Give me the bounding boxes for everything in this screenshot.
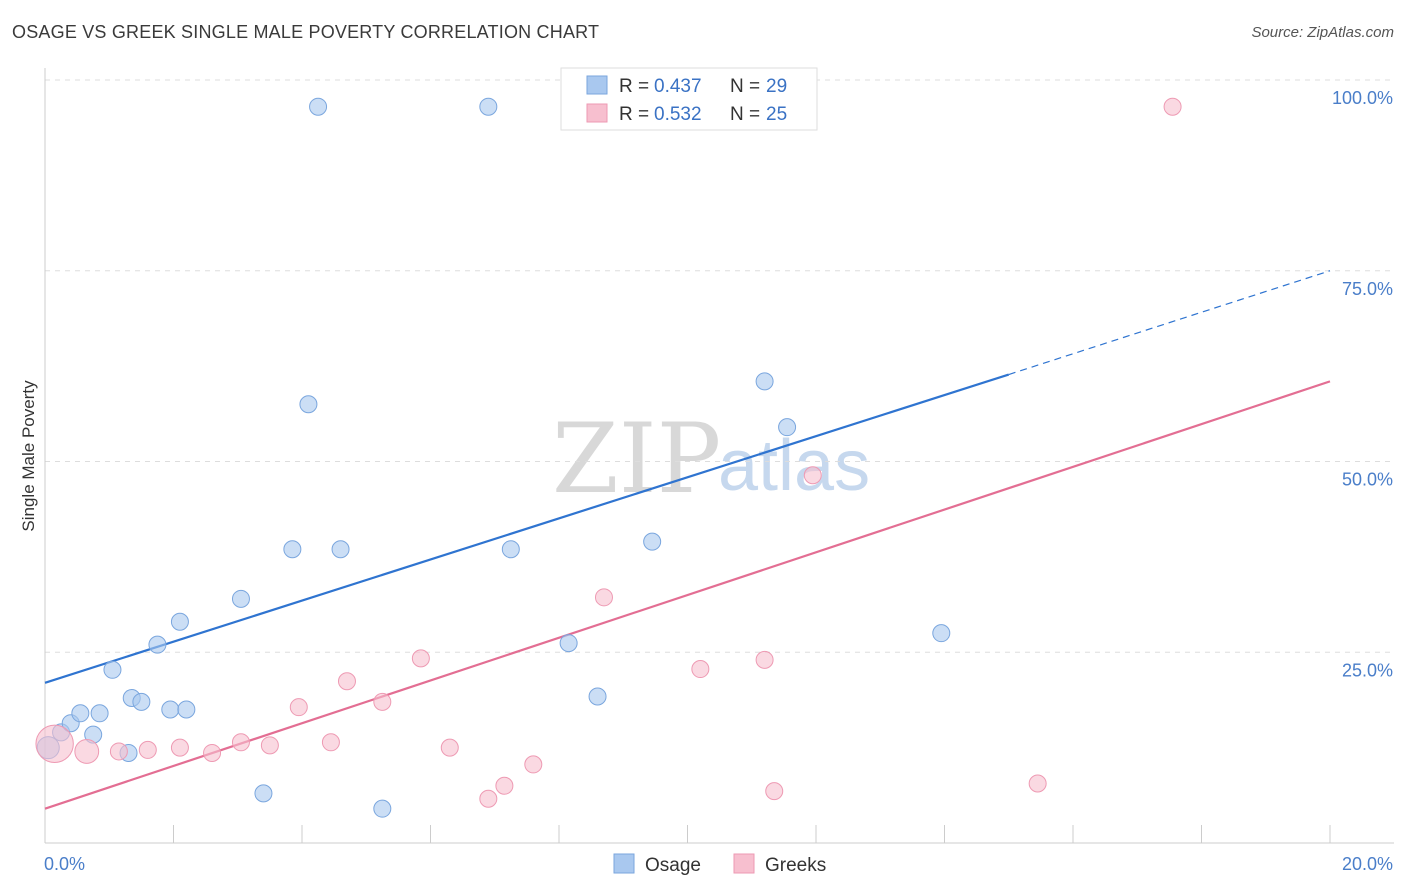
legend-n-label: N =	[730, 76, 760, 97]
data-point-greeks	[524, 755, 543, 774]
y-tick-label: 100.0%	[1332, 88, 1393, 108]
chart-title: OSAGE VS GREEK SINGLE MALE POVERTY CORRE…	[12, 22, 600, 42]
data-point-osage	[932, 624, 951, 643]
legend-swatch-greeks	[586, 103, 608, 123]
data-point-osage	[71, 704, 90, 723]
data-point-greeks	[337, 672, 356, 691]
legend-bottom-swatch-greeks	[733, 853, 755, 874]
data-point-greeks	[765, 782, 784, 801]
y-tick-label: 25.0%	[1342, 660, 1393, 680]
data-point-osage	[501, 540, 520, 559]
data-point-greeks	[289, 698, 308, 717]
data-point-greeks	[203, 743, 222, 762]
data-point-osage	[479, 97, 498, 116]
watermark-zip: ZIP	[552, 403, 721, 515]
data-points	[35, 97, 1182, 818]
data-point-greeks	[373, 692, 392, 711]
watermark: ZIP atlas	[552, 403, 870, 515]
data-point-greeks	[170, 738, 189, 757]
data-point-osage	[161, 700, 180, 719]
data-point-osage	[90, 704, 109, 723]
data-point-greeks	[231, 733, 250, 752]
legend-stats: R = 0.437 N = 29 R = 0.532 N = 25	[560, 67, 818, 131]
data-point-greeks	[691, 660, 710, 679]
y-tick-label: 75.0%	[1342, 279, 1393, 299]
data-point-osage	[299, 395, 318, 414]
trendline-osage-extension	[1008, 270, 1331, 376]
data-point-osage	[331, 540, 350, 559]
trendline-greeks	[44, 380, 1331, 810]
data-point-osage	[283, 540, 302, 559]
watermark-atlas: atlas	[718, 426, 870, 506]
trend-lines	[44, 270, 1331, 810]
data-point-greeks	[74, 739, 100, 764]
legend-r-label: R =	[619, 76, 649, 97]
y-tick-label: 50.0%	[1342, 470, 1393, 490]
data-point-greeks	[1028, 774, 1047, 793]
data-point-greeks	[479, 789, 498, 808]
data-point-osage	[132, 692, 151, 711]
legend-swatch-osage	[586, 75, 608, 95]
y-axis-title: Single Male Poverty	[19, 380, 38, 532]
data-point-osage	[148, 635, 167, 654]
data-point-osage	[755, 372, 774, 391]
data-point-osage	[643, 532, 662, 551]
data-point-osage	[103, 660, 122, 679]
legend-bottom-swatch-osage	[613, 853, 635, 874]
legend-n-value: 29	[766, 76, 787, 97]
legend-r-value: 0.437	[654, 76, 702, 97]
data-point-osage	[177, 700, 196, 719]
legend-n-label: N =	[730, 104, 760, 125]
data-point-greeks	[260, 736, 279, 755]
data-point-greeks	[1163, 97, 1182, 116]
data-point-osage	[373, 799, 392, 818]
data-point-greeks	[35, 724, 74, 764]
x-tick-label: 20.0%	[1342, 854, 1393, 874]
data-point-greeks	[440, 738, 459, 757]
data-point-osage	[170, 612, 189, 631]
data-point-greeks	[321, 733, 340, 752]
data-point-osage	[254, 784, 273, 803]
data-point-osage	[588, 687, 607, 706]
data-point-greeks	[594, 588, 613, 607]
legend-bottom-label-osage: Osage	[645, 855, 701, 876]
grid	[45, 79, 1394, 653]
data-point-osage	[231, 589, 250, 608]
data-point-greeks	[411, 649, 430, 668]
legend-r-label: R =	[619, 104, 649, 125]
data-point-greeks	[803, 466, 822, 485]
source-label: Source: ZipAtlas.com	[1251, 24, 1394, 41]
data-point-osage	[559, 634, 578, 653]
data-point-greeks	[109, 742, 128, 761]
data-point-greeks	[495, 776, 514, 795]
data-point-osage	[309, 97, 328, 116]
data-point-greeks	[138, 740, 157, 759]
legend-r-value: 0.532	[654, 104, 702, 125]
tick-labels: 25.0% 50.0% 75.0% 100.0% 0.0% 20.0%	[44, 88, 1393, 874]
legend-series: Osage Greeks	[613, 853, 826, 876]
trendline-osage	[44, 373, 1010, 684]
legend-n-value: 25	[766, 104, 787, 125]
x-tick-label: 0.0%	[44, 854, 85, 874]
data-point-greeks	[755, 650, 774, 669]
axes	[44, 68, 1394, 844]
legend-bottom-label-greeks: Greeks	[765, 855, 826, 876]
data-point-osage	[778, 418, 797, 437]
